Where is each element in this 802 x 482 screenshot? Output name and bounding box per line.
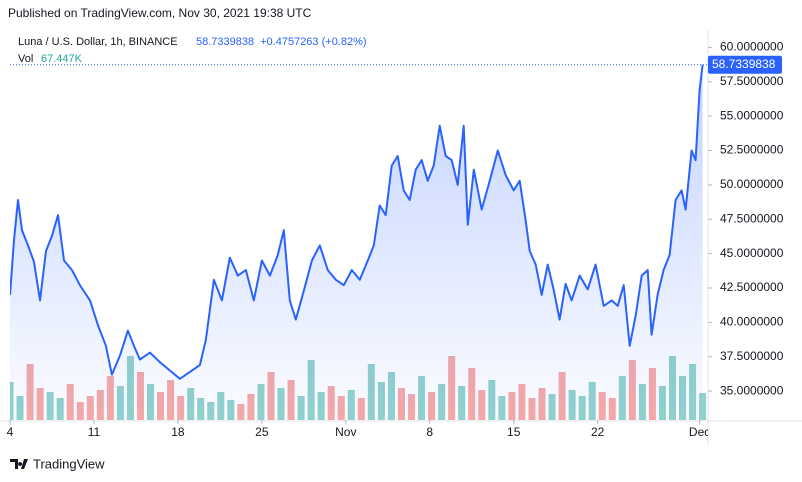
last-price-tag xyxy=(708,55,782,74)
y-tick-label: 35.0000000 xyxy=(720,383,784,397)
x-tick-label: 15 xyxy=(507,425,521,439)
y-tick-label: 52.5000000 xyxy=(720,143,784,157)
x-tick-label: Nov xyxy=(335,425,356,439)
brand: TradingView xyxy=(33,456,105,471)
x-tick-label: 11 xyxy=(88,425,101,439)
x-tick-label: 22 xyxy=(591,425,605,439)
chart-title: Luna / U.S. Dollar, 1h, BINANCE xyxy=(18,36,178,48)
tv-logo xyxy=(10,459,28,469)
x-tick-label: 8 xyxy=(426,425,433,439)
last-price-label: 58.7339838 xyxy=(712,57,776,71)
x-tick-label: 4 xyxy=(7,425,14,439)
x-tick-label: Dec xyxy=(689,425,710,439)
y-tick-label: 60.0000000 xyxy=(720,40,784,54)
volume-bar xyxy=(699,393,707,420)
price-area xyxy=(10,64,703,421)
y-tick-label: 50.0000000 xyxy=(720,177,784,191)
y-tick-label: 42.5000000 xyxy=(720,280,784,294)
x-tick-label: 25 xyxy=(255,425,269,439)
y-tick-label: 47.5000000 xyxy=(720,211,784,225)
y-tick-label: 55.0000000 xyxy=(720,108,784,122)
price-change: +0.4757263 (+0.82%) xyxy=(260,36,366,48)
x-tick-label: 18 xyxy=(171,425,185,439)
y-tick-label: 40.0000000 xyxy=(720,315,784,329)
volume-last: 67.447K xyxy=(41,53,83,65)
last-price: 58.7339838 xyxy=(196,36,254,48)
volume-legend: Vol xyxy=(18,53,33,65)
y-tick-label: 57.5000000 xyxy=(720,74,784,88)
published-note: Published on TradingView.com, Nov 30, 20… xyxy=(8,6,312,20)
y-tick-label: 45.0000000 xyxy=(720,246,784,260)
y-tick-label: 37.5000000 xyxy=(720,349,784,363)
price-line xyxy=(10,64,704,380)
